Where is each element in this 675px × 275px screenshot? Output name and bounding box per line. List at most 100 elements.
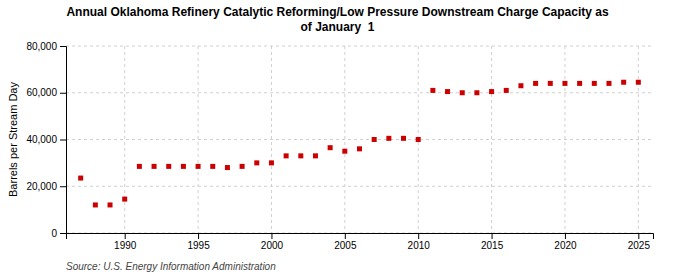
- point: [137, 164, 142, 169]
- point: [108, 202, 113, 207]
- grid-line: [271, 46, 272, 233]
- tick: 40,000: [26, 134, 66, 145]
- tick: 2020: [554, 233, 577, 251]
- point: [401, 136, 406, 141]
- point: [122, 197, 127, 202]
- tick-label: 0: [51, 228, 57, 239]
- grid-line: [198, 46, 199, 233]
- title-line: Annual Oklahoma Refinery Catalytic Refor…: [66, 5, 608, 19]
- source: Source: U.S. Energy Information Administ…: [66, 261, 276, 272]
- tick: 0: [51, 228, 66, 239]
- point: [254, 160, 259, 165]
- grid-line: [124, 46, 125, 233]
- point: [78, 176, 83, 181]
- point: [416, 137, 421, 142]
- tick: 2010: [408, 233, 431, 251]
- tick-label: 2015: [481, 240, 504, 251]
- tick-mark: [638, 233, 639, 239]
- plot: 1990 1995 2000 2005 2010 2015 2020 2025 0 20,000 4…: [26, 41, 653, 251]
- point: [386, 136, 391, 141]
- grid-line: [66, 92, 653, 93]
- point: [474, 90, 479, 95]
- point: [592, 81, 597, 86]
- title: Annual Oklahoma Refinery Catalytic Refor…: [66, 5, 608, 34]
- tick-mark: [198, 233, 199, 239]
- point: [210, 164, 215, 169]
- point: [606, 81, 611, 86]
- tick: 80,000: [26, 41, 66, 52]
- point: [489, 89, 494, 94]
- tick: 2000: [261, 233, 284, 251]
- point: [93, 202, 98, 207]
- tick: 1995: [187, 233, 210, 251]
- tick-label: 2000: [261, 240, 284, 251]
- point: [504, 88, 509, 93]
- grid-line: [491, 46, 492, 233]
- title-line: of January 1: [300, 20, 374, 34]
- point: [284, 153, 289, 158]
- y-axis-title: Barrels per Stream Day: [7, 82, 19, 197]
- point: [269, 160, 274, 165]
- point: [225, 165, 230, 170]
- point: [562, 81, 567, 86]
- point: [240, 164, 245, 169]
- grid-line: [66, 139, 653, 140]
- tick: 2015: [481, 233, 504, 251]
- point: [548, 81, 553, 86]
- axis-line: [67, 234, 654, 240]
- tick-label: 1995: [187, 240, 210, 251]
- tick-label: 60,000: [26, 87, 57, 98]
- point: [181, 164, 186, 169]
- point: [445, 89, 450, 94]
- grid-line: [638, 46, 639, 233]
- chart: Annual Oklahoma Refinery Catalytic Refor…: [0, 0, 675, 275]
- tick: 1990: [114, 233, 137, 251]
- point: [196, 164, 201, 169]
- tick-mark: [418, 233, 419, 239]
- point: [533, 81, 538, 86]
- tick-label: 1990: [114, 240, 137, 251]
- tick-label: 2025: [628, 240, 651, 251]
- tick-label: 2020: [554, 240, 577, 251]
- tick: 2005: [334, 233, 357, 251]
- point: [313, 153, 318, 158]
- tick: 20,000: [26, 181, 66, 192]
- point: [460, 90, 465, 95]
- tick-mark: [492, 233, 493, 239]
- tick-label: 80,000: [26, 41, 57, 52]
- point: [518, 83, 523, 88]
- tick: 60,000: [26, 87, 66, 98]
- tick-mark: [345, 233, 346, 239]
- point: [298, 153, 303, 158]
- tick-mark: [60, 140, 66, 141]
- point: [577, 81, 582, 86]
- point: [621, 80, 626, 85]
- grid-line: [344, 46, 345, 233]
- tick-mark: [60, 233, 66, 234]
- x-axis: 1990 1995 2000 2005 2010 2015 2020 2025: [67, 233, 654, 251]
- tick-mark: [271, 233, 272, 239]
- axis-line: [60, 47, 67, 234]
- tick-mark: [60, 46, 66, 47]
- point: [152, 164, 157, 169]
- point: [166, 164, 171, 169]
- tick-mark: [125, 233, 126, 239]
- point: [372, 137, 377, 142]
- point: [357, 146, 362, 151]
- point: [636, 80, 641, 85]
- tick-label: 2010: [408, 240, 431, 251]
- tick-label: 20,000: [26, 181, 57, 192]
- tick-label: 40,000: [26, 134, 57, 145]
- tick-mark: [565, 233, 566, 239]
- tick: 2025: [628, 233, 651, 251]
- grid-line: [564, 46, 565, 233]
- tick-mark: [60, 93, 66, 94]
- point: [430, 88, 435, 93]
- point: [328, 145, 333, 150]
- y-axis: 0 20,000 40,000 60,000 80,000: [26, 41, 66, 239]
- tick-label: 2005: [334, 240, 357, 251]
- grid: [66, 46, 653, 233]
- points: [78, 80, 641, 208]
- point: [342, 149, 347, 154]
- tick-mark: [60, 186, 66, 187]
